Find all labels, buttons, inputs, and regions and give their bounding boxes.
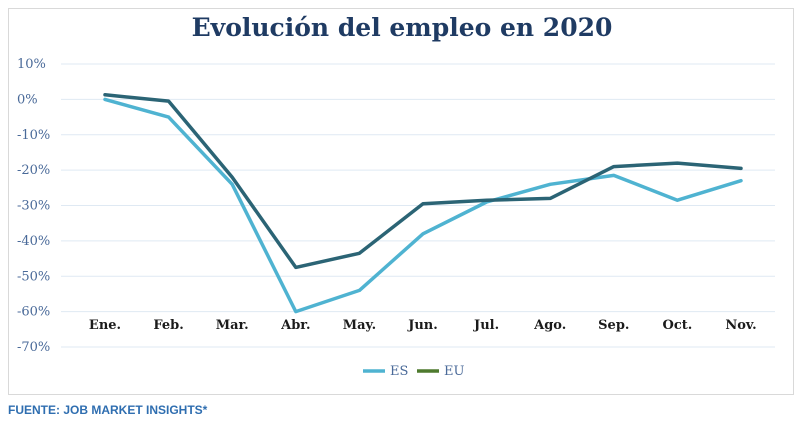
series-line-eu — [103, 93, 743, 270]
y-tick-label: -20% — [17, 163, 50, 178]
y-tick-label: 0% — [17, 92, 38, 107]
y-tick-label: -50% — [17, 269, 50, 284]
x-tick-label: Oct. — [663, 318, 693, 333]
source-note: FUENTE: JOB MARKET INSIGHTS* — [8, 403, 208, 417]
x-tick-label: Sep. — [598, 318, 629, 333]
x-tick-label: Abr. — [280, 318, 310, 333]
y-tick-label: -10% — [17, 128, 50, 143]
gridlines — [61, 63, 775, 348]
chart-title: Evolución del empleo en 2020 — [191, 13, 613, 42]
y-tick-label: 10% — [17, 57, 46, 72]
y-tick-label: -70% — [17, 340, 50, 355]
y-tick-label: -30% — [17, 199, 50, 214]
x-tick-label: Ago. — [533, 318, 566, 333]
x-tick-label: Ene. — [89, 318, 121, 333]
legend-label-es: ES — [390, 364, 408, 379]
x-tick-label: Mar. — [216, 318, 249, 333]
line-chart: 10% 0% -10% -20% -30% -40% -50% -60% -70% Ene. Fe… — [17, 57, 775, 379]
x-tick-label: Nov. — [725, 318, 756, 333]
legend-label-eu: EU — [444, 364, 464, 379]
legend: ES EU — [363, 364, 464, 379]
x-tick-label: Jun. — [407, 318, 438, 333]
x-tick-label: Jul. — [473, 318, 499, 333]
y-tick-label: -40% — [17, 234, 50, 249]
x-axis-ticks: Ene. Feb. Mar. Abr. May. Jun. Jul. Ago. Sep. Oct.… — [89, 318, 757, 333]
series-lines — [103, 93, 743, 314]
x-tick-label: Feb. — [153, 318, 183, 333]
y-tick-label: -60% — [17, 305, 50, 320]
y-axis-ticks: 10% 0% -10% -20% -30% -40% -50% -60% -70% — [17, 57, 50, 355]
series-line-es — [103, 97, 743, 314]
chart-frame: Evolución del empleo en 2020 10% 0% -10% -2… — [8, 8, 794, 395]
x-tick-label: May. — [343, 318, 376, 333]
